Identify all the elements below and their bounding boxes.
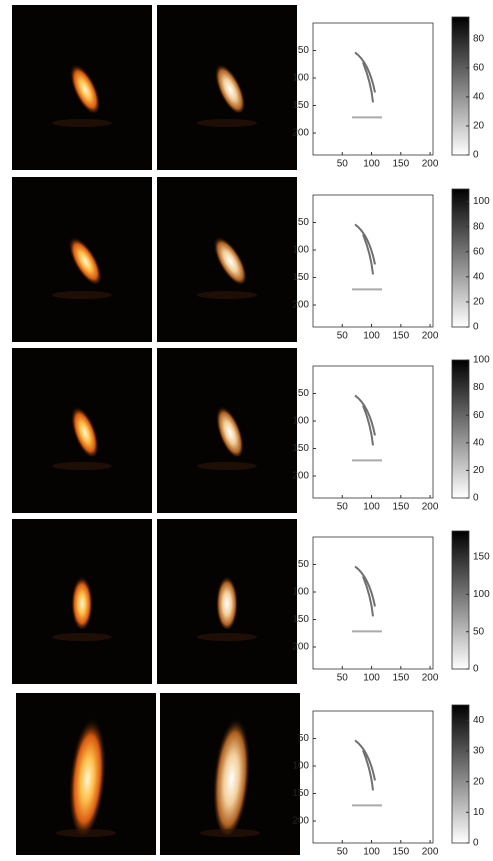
colorbar-tick-label: 40 (473, 271, 485, 282)
colorbar-tick-label: 60 (473, 246, 485, 257)
y-tick-label: 150 (292, 788, 309, 799)
x-tick-label: 50 (337, 159, 349, 170)
x-tick-label: 50 (337, 673, 349, 684)
y-tick-label: 200 (292, 128, 309, 139)
y-tick-label: 50 (298, 733, 310, 744)
x-tick-label: 100 (363, 159, 380, 170)
x-tick-label: 150 (392, 331, 409, 342)
colorbar-tick-label: 50 (473, 626, 485, 637)
y-tick-label: 50 (298, 45, 310, 56)
colorbar (452, 531, 469, 669)
colorbar (452, 705, 469, 843)
glow (52, 291, 112, 299)
plot-area (313, 23, 433, 155)
colorbar (452, 360, 469, 498)
y-tick-label: 150 (292, 614, 309, 625)
colorbar-tick-label: 60 (473, 62, 485, 73)
colorbar-tick-label: 40 (473, 715, 485, 726)
colorbar-tick-label: 40 (473, 92, 485, 103)
glow (52, 462, 112, 470)
colorbar-tick-label: 0 (473, 322, 479, 333)
x-tick-label: 200 (422, 673, 439, 684)
colorbar-tick-label: 100 (473, 589, 490, 600)
colorbar-tick-label: 20 (473, 121, 485, 132)
colorbar-tick-label: 100 (473, 355, 490, 366)
x-tick-label: 100 (363, 673, 380, 684)
x-tick-label: 150 (392, 159, 409, 170)
x-tick-label: 200 (422, 847, 439, 858)
y-tick-label: 100 (292, 73, 309, 84)
plot-area (313, 711, 433, 843)
glow (52, 119, 112, 127)
colorbar-tick-label: 100 (473, 196, 490, 207)
x-tick-label: 100 (363, 331, 380, 342)
y-tick-label: 100 (292, 416, 309, 427)
plot-area (313, 366, 433, 498)
colorbar-tick-label: 20 (473, 776, 485, 787)
colorbar-tick-label: 10 (473, 807, 485, 818)
colorbar (452, 189, 469, 327)
y-tick-label: 200 (292, 300, 309, 311)
colorbar-tick-label: 0 (473, 150, 479, 161)
glow (197, 119, 257, 127)
flame (71, 573, 93, 629)
glow (200, 829, 260, 837)
colorbar (452, 17, 469, 155)
glow (197, 633, 257, 641)
plot-area (313, 537, 433, 669)
colorbar-tick-label: 80 (473, 221, 485, 232)
y-tick-label: 50 (298, 388, 310, 399)
colorbar-tick-label: 0 (473, 493, 479, 504)
plot-area (313, 195, 433, 327)
x-tick-label: 150 (392, 847, 409, 858)
y-tick-label: 150 (292, 100, 309, 111)
x-tick-label: 200 (422, 331, 439, 342)
colorbar-tick-label: 80 (473, 382, 485, 393)
x-tick-label: 150 (392, 673, 409, 684)
y-tick-label: 100 (292, 245, 309, 256)
colorbar-tick-label: 80 (473, 33, 485, 44)
y-tick-label: 200 (292, 816, 309, 827)
colorbar-tick-label: 40 (473, 437, 485, 448)
x-tick-label: 50 (337, 502, 349, 513)
y-tick-label: 50 (298, 217, 310, 228)
colorbar-tick-label: 0 (473, 838, 479, 849)
x-tick-label: 200 (422, 502, 439, 513)
glow (52, 633, 112, 641)
x-tick-label: 100 (363, 847, 380, 858)
figure: 5010015020050100150200020406080501001502… (0, 0, 493, 861)
y-tick-label: 50 (298, 559, 310, 570)
glow (56, 829, 116, 837)
y-tick-label: 200 (292, 471, 309, 482)
x-tick-label: 50 (337, 847, 349, 858)
x-tick-label: 100 (363, 502, 380, 513)
x-tick-label: 150 (392, 502, 409, 513)
y-tick-label: 100 (292, 587, 309, 598)
x-tick-label: 50 (337, 331, 349, 342)
flame (216, 573, 238, 629)
y-tick-label: 150 (292, 443, 309, 454)
y-tick-label: 200 (292, 642, 309, 653)
y-tick-label: 150 (292, 272, 309, 283)
x-tick-label: 200 (422, 159, 439, 170)
colorbar-tick-label: 0 (473, 664, 479, 675)
colorbar-tick-label: 150 (473, 552, 490, 563)
glow (197, 291, 257, 299)
glow (197, 462, 257, 470)
colorbar-tick-label: 30 (473, 746, 485, 757)
y-tick-label: 100 (292, 761, 309, 772)
colorbar-tick-label: 60 (473, 410, 485, 421)
colorbar-tick-label: 20 (473, 297, 485, 308)
colorbar-tick-label: 20 (473, 465, 485, 476)
